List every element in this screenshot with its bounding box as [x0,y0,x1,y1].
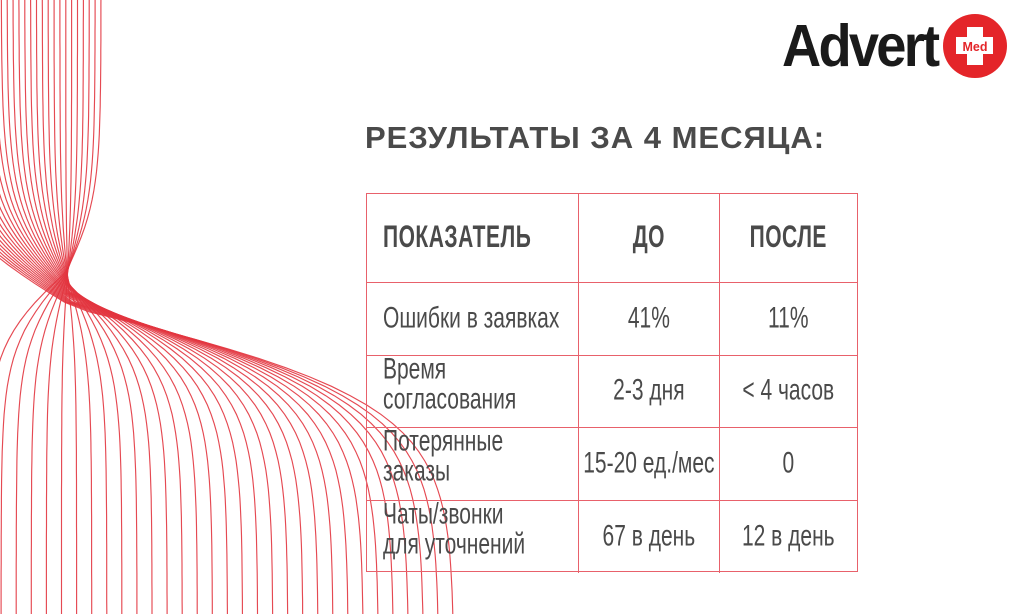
svg-text:Med: Med [962,40,987,54]
